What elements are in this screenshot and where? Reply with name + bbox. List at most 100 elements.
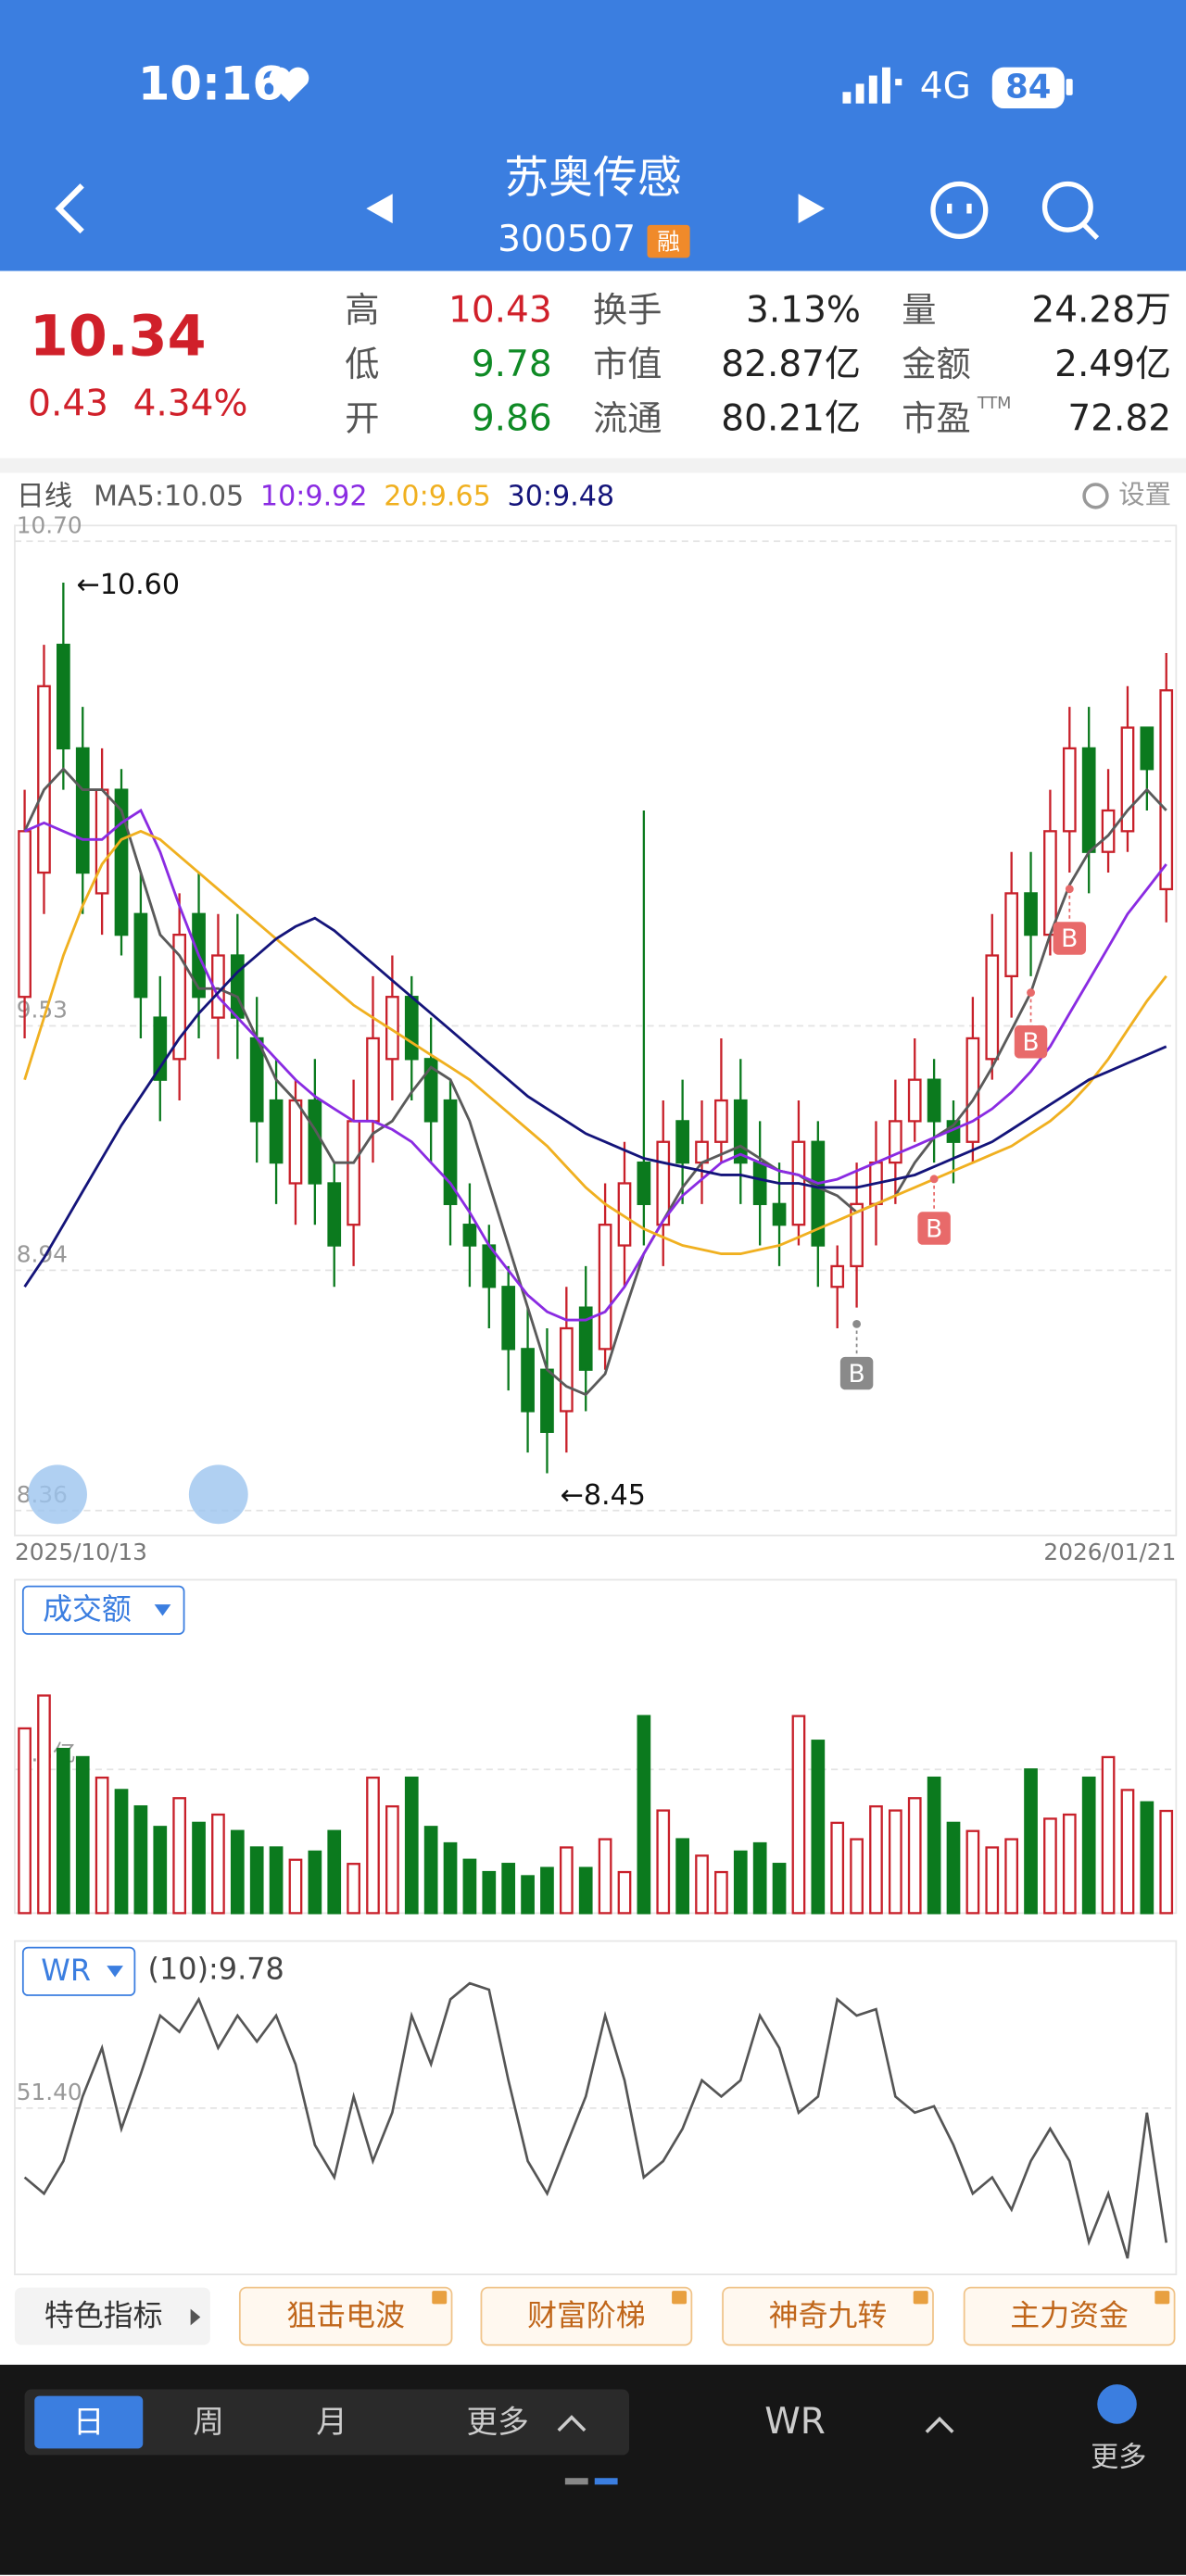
- stat-value: 72.82: [1067, 397, 1171, 439]
- more-icon[interactable]: [1097, 2384, 1137, 2424]
- prev-stock[interactable]: [366, 194, 393, 224]
- candle-body: [37, 685, 51, 874]
- candle-body: [850, 1202, 864, 1268]
- volume-bar: [927, 1776, 941, 1915]
- ma-line: [23, 916, 1167, 1288]
- volume-bar: [714, 1870, 728, 1915]
- zoom-button[interactable]: [188, 1464, 248, 1525]
- volume-bar: [385, 1804, 399, 1915]
- stat-label: 高: [345, 289, 379, 330]
- scroll-button[interactable]: [28, 1464, 87, 1525]
- volume-bar: [1120, 1789, 1135, 1915]
- volume-bar: [752, 1841, 767, 1915]
- more-button[interactable]: 更多: [1091, 2441, 1146, 2473]
- signal-box: [1014, 1025, 1048, 1059]
- volume-bar: [423, 1826, 438, 1915]
- volume-bar: [830, 1821, 845, 1915]
- page-dot: [594, 2478, 618, 2485]
- candle-body: [269, 1099, 284, 1164]
- volume-bar: [637, 1715, 651, 1915]
- heart-icon: [269, 67, 309, 102]
- volume-bar: [559, 1846, 574, 1915]
- chat-button[interactable]: [930, 181, 989, 239]
- volume-bar: [95, 1776, 109, 1915]
- volume-bar: [1081, 1776, 1096, 1915]
- stat-label: 金额: [902, 344, 970, 384]
- indicator-name[interactable]: WR: [764, 2401, 826, 2443]
- stat-value: 9.78: [472, 344, 552, 385]
- volume-bar: [327, 1829, 342, 1915]
- period-tab[interactable]: 周: [193, 2404, 224, 2440]
- candle-chart: 10.709.538.948.362025/10/132026/01/21←10…: [15, 511, 1176, 1565]
- signal-box: [917, 1212, 951, 1245]
- stat-label: 开: [345, 397, 379, 438]
- indicator-tabs: 特色指标 狙击电波 财富阶梯 神奇九转 主力资金: [14, 2286, 1176, 2346]
- wr-selector[interactable]: [21, 1946, 136, 1996]
- stock-name: 苏奥传感: [504, 153, 681, 204]
- expand-icon[interactable]: [557, 2415, 587, 2432]
- battery-tip: [1066, 79, 1073, 95]
- date-label: 2025/10/13: [15, 1539, 147, 1565]
- candle-body: [714, 1099, 728, 1143]
- volume-selector[interactable]: [21, 1585, 185, 1635]
- candle-body: [1062, 747, 1077, 833]
- stat-value: 80.21亿: [721, 397, 861, 439]
- candle-body: [404, 996, 419, 1061]
- volume-bar: [907, 1797, 922, 1915]
- periods: 日 周 月 更多: [73, 2404, 529, 2440]
- tab-label-bg[interactable]: [14, 2287, 210, 2345]
- candle-body: [288, 1099, 303, 1185]
- network: 4G: [920, 66, 971, 107]
- candle-body: [521, 1348, 535, 1413]
- period-tab[interactable]: 日: [73, 2404, 105, 2440]
- volume-bar: [869, 1804, 883, 1915]
- lock-icon: [432, 2291, 448, 2305]
- tab-button[interactable]: [238, 2286, 453, 2346]
- volume-bar: [1043, 1817, 1057, 1915]
- tab[interactable]: 特色指标: [44, 2297, 163, 2332]
- badge-bg: [647, 224, 690, 258]
- volume-bar: [850, 1838, 864, 1915]
- stat-value: 9.86: [472, 397, 552, 439]
- period-tab[interactable]: 月: [316, 2404, 347, 2440]
- volume-title[interactable]: 成交额: [43, 1591, 132, 1627]
- candle-body: [153, 1016, 168, 1081]
- lock-icon: [672, 2291, 688, 2305]
- candle-body: [327, 1182, 342, 1247]
- candle-body: [249, 1037, 264, 1123]
- battery-level: 84: [1005, 69, 1051, 107]
- wr-title[interactable]: WR: [41, 1953, 91, 1988]
- next-stock[interactable]: [798, 194, 825, 224]
- candle-body: [172, 933, 187, 1061]
- back-button[interactable]: [55, 183, 84, 234]
- candle-body: [927, 1078, 941, 1123]
- volume-bar: [1024, 1768, 1038, 1915]
- stat-label: 市盈: [902, 397, 970, 438]
- tab[interactable]: 财富阶梯: [527, 2297, 646, 2332]
- volume-bar: [1004, 1838, 1019, 1915]
- settings[interactable]: 设置: [1118, 479, 1171, 509]
- signal-label: B: [1061, 924, 1078, 953]
- volume-bar: [114, 1789, 129, 1915]
- header-bg: [0, 0, 1186, 271]
- tab[interactable]: 神奇九转: [769, 2297, 888, 2332]
- search-button[interactable]: [1041, 181, 1100, 240]
- candle-body: [1140, 726, 1154, 771]
- volume-bar: [1140, 1801, 1154, 1915]
- tab-button[interactable]: [480, 2286, 693, 2346]
- volume-bar: [404, 1776, 419, 1915]
- candle-body: [462, 1224, 477, 1247]
- tab-button[interactable]: [963, 2286, 1176, 2346]
- tab[interactable]: 狙击电波: [286, 2297, 405, 2332]
- tab-button[interactable]: [722, 2286, 934, 2346]
- settings-icon[interactable]: [1082, 483, 1109, 509]
- signal-label: B: [926, 1214, 942, 1243]
- candle-body: [965, 1037, 980, 1143]
- volume-bar: [230, 1829, 245, 1915]
- period-tab[interactable]: 更多: [467, 2404, 529, 2440]
- expand-icon[interactable]: [925, 2416, 954, 2433]
- tab[interactable]: 主力资金: [1010, 2297, 1129, 2332]
